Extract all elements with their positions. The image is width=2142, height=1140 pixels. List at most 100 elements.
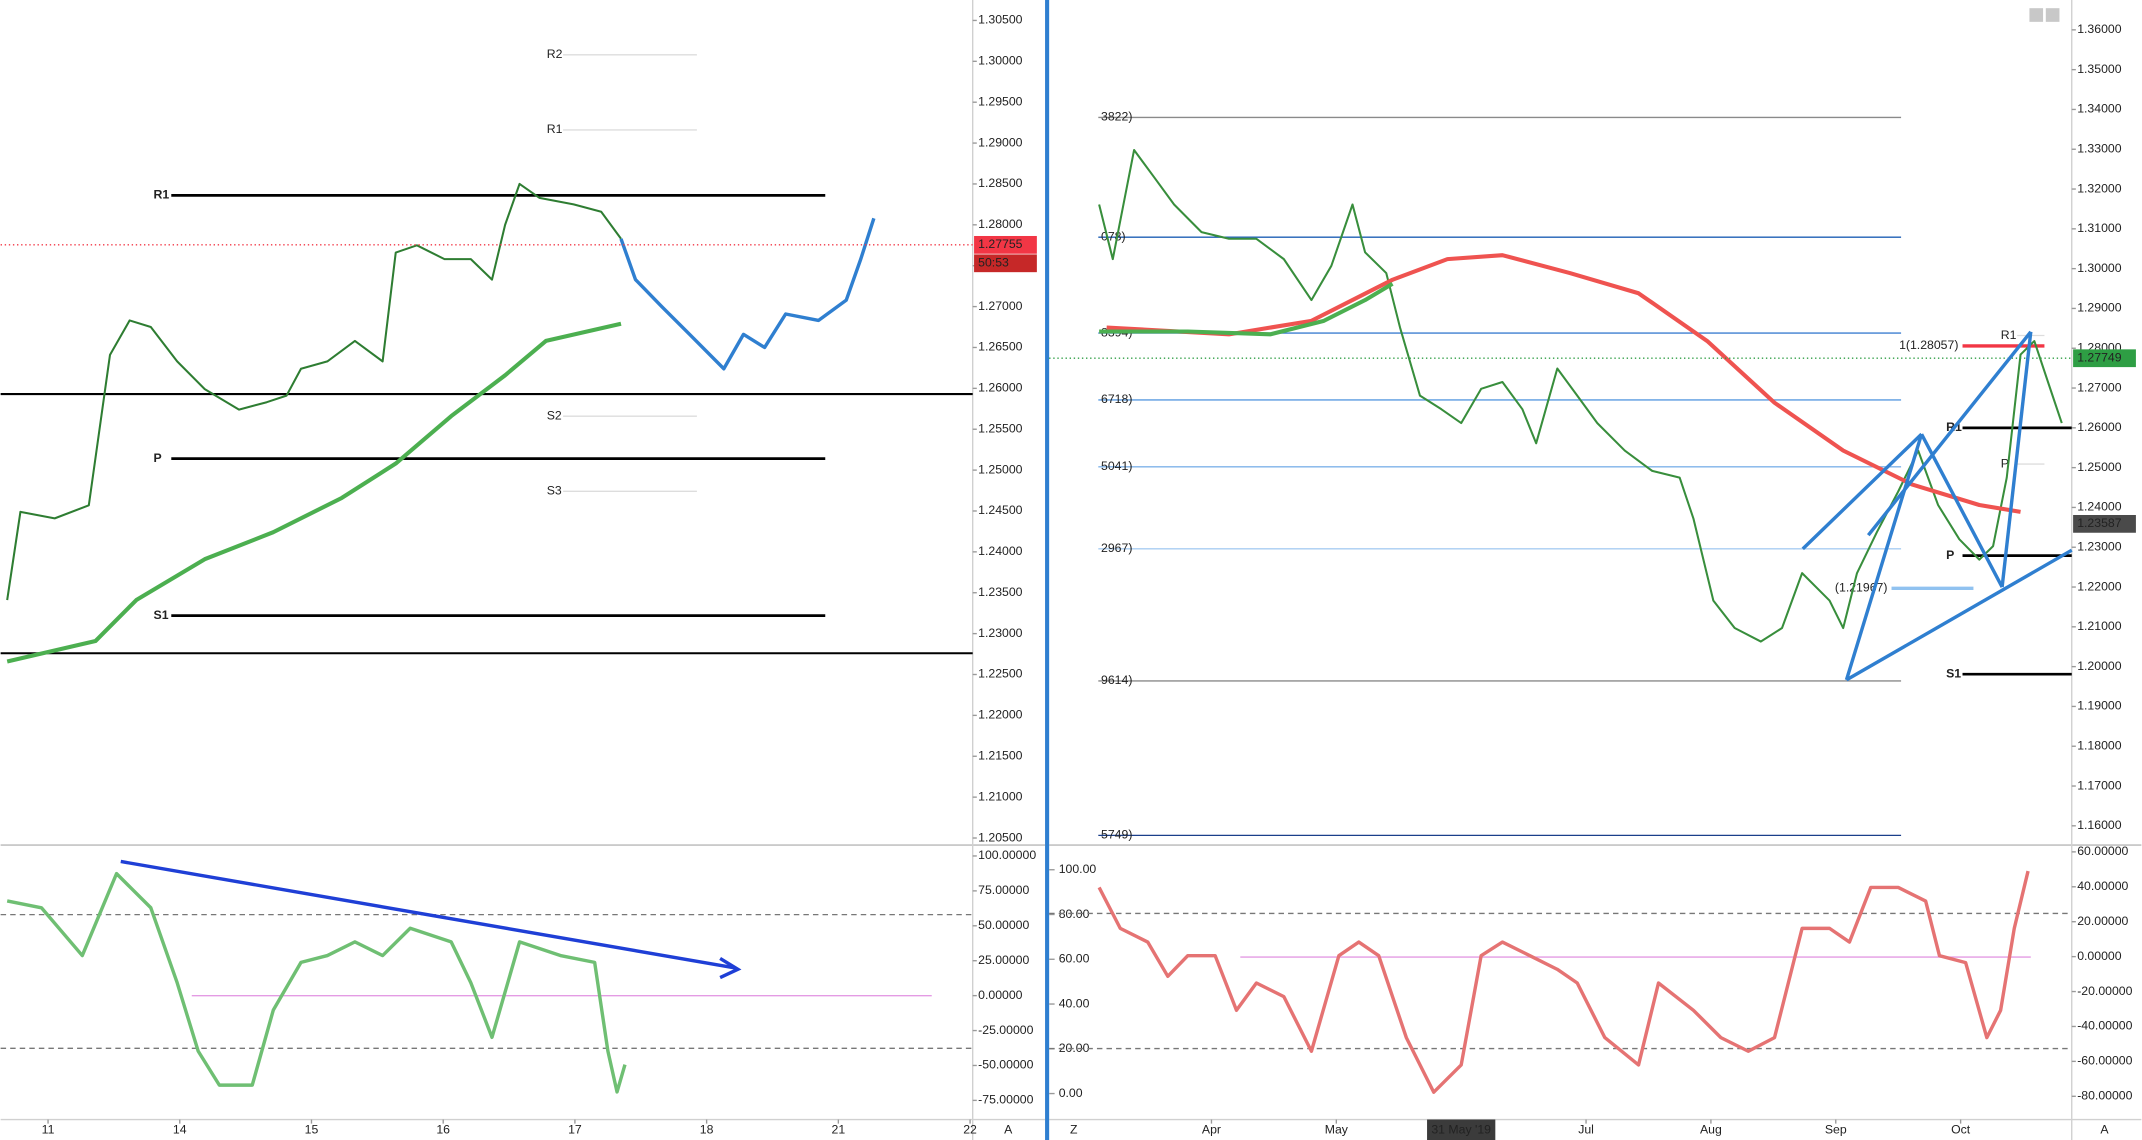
y-tick-label: 1.23500 <box>978 585 1023 599</box>
y-tick-label: 1.19000 <box>2077 699 2122 713</box>
y-tick-label: 1.25000 <box>2077 460 2122 474</box>
x-tick-label: Jul <box>1578 1123 1594 1137</box>
faint-level-label: R1 <box>547 122 563 136</box>
y-tick-label: 1.17000 <box>2077 778 2122 792</box>
y-tick-label: 1.28500 <box>978 176 1023 190</box>
y-tick-label: 0.00000 <box>978 988 1023 1002</box>
drawings <box>120 330 2073 980</box>
x-tick-label: Apr <box>1202 1123 1221 1137</box>
window-buttons <box>2029 8 2060 22</box>
y-tick-label: 100.00000 <box>978 848 1036 862</box>
x-tick-label: 14 <box>173 1123 187 1137</box>
y-tick-label: 1.35000 <box>2077 62 2122 76</box>
series-line <box>1106 253 2021 514</box>
x-tick-label: Oct <box>1951 1123 1971 1137</box>
y2-tick-label: 0.00000 <box>2077 949 2122 963</box>
y-tick-label: 25.00000 <box>978 953 1029 967</box>
y2-tick-label: -60.00000 <box>2077 1054 2132 1068</box>
y2-tick-label: -40.00000 <box>2077 1019 2132 1033</box>
y-tick-label: 1.25500 <box>978 421 1023 435</box>
x-tick-label: 21 <box>832 1123 846 1137</box>
series-line <box>6 182 622 601</box>
x-tick-label: 22 <box>963 1123 977 1137</box>
pivot-label: P <box>154 451 162 465</box>
price-label: 1.27749 <box>2077 350 2122 364</box>
auto-scale-button[interactable]: A <box>1004 1123 1013 1137</box>
x-tick-label: 16 <box>436 1123 450 1137</box>
price-label-box <box>2073 349 2136 368</box>
y-tick-label: -50.00000 <box>978 1058 1033 1072</box>
plot-layers: 1.20500 1.21000 1.21500 1.22000 1.22500 1.230… <box>0 13 2136 1140</box>
series-line <box>619 217 876 371</box>
button[interactable] <box>2045 8 2060 22</box>
series-line <box>1098 149 2063 643</box>
y-tick-label: 1.33000 <box>2077 141 2122 155</box>
y-tick-label: 1.23000 <box>2077 539 2122 553</box>
layout-separator <box>1045 0 1050 1140</box>
crosshair-x-label: 31 May '19 <box>1431 1123 1491 1137</box>
y-tick-label: 1.30000 <box>2077 261 2122 275</box>
pivot-label: S1 <box>1946 666 1961 680</box>
y-tick-label: 1.21500 <box>978 749 1023 763</box>
y-tick-label: 1.23000 <box>978 626 1023 640</box>
y-tick-label: 1.29000 <box>978 135 1023 149</box>
faint-level-label: R1 <box>2001 328 2017 342</box>
y-tick-label: 1.26000 <box>2077 420 2122 434</box>
fib-level-label: 078) <box>1101 229 1126 243</box>
faint-level-label: S3 <box>547 484 562 498</box>
x-tick-label: May <box>1325 1123 1349 1137</box>
y-tick-label: 80.00 <box>1059 907 1090 921</box>
y-tick-label: 1.27000 <box>978 299 1023 313</box>
y-tick-label: 1.28000 <box>978 217 1023 231</box>
y-tick-label: 1.22000 <box>978 708 1023 722</box>
x-tick-label: Sep <box>1825 1123 1847 1137</box>
pivot-label: S1 <box>154 608 169 622</box>
y2-tick-label: -20.00000 <box>2077 984 2132 998</box>
x-tick-label: 17 <box>568 1123 582 1137</box>
y-tick-label: 1.26500 <box>978 340 1023 354</box>
y-tick-label: 1.31000 <box>2077 221 2122 235</box>
y-tick-label: 1.24000 <box>2077 500 2122 514</box>
y-tick-label: 1.16000 <box>2077 818 2122 832</box>
y-tick-label: 1.25000 <box>978 462 1023 476</box>
y-tick-label: 1.22500 <box>978 667 1023 681</box>
countdown-label: 50:53 <box>978 256 1009 270</box>
price-label: 1.23587 <box>2077 516 2122 530</box>
pivot-label: P <box>1946 548 1954 562</box>
crosshair-x-marker <box>1427 1119 1496 1140</box>
x-tick-label: 18 <box>700 1123 714 1137</box>
y-tick-label: 1.29000 <box>2077 301 2122 315</box>
zoom-button[interactable]: Z <box>1070 1123 1078 1137</box>
marked-level-label: 1(1.28057) <box>1899 338 1958 352</box>
y2-tick-label: 20.00000 <box>2077 914 2128 928</box>
faint-level-label: S2 <box>547 408 562 422</box>
fib-level-label: 5749) <box>1101 828 1132 842</box>
drawing-line <box>1845 548 2073 682</box>
pivot-label: R1 <box>154 188 170 202</box>
y-tick-label: 1.29500 <box>978 94 1023 108</box>
fib-level-label: 3822) <box>1101 110 1132 124</box>
y-tick-label: 1.36000 <box>2077 22 2122 36</box>
y2-tick-label: -80.00000 <box>2077 1089 2132 1103</box>
series-line <box>6 321 622 664</box>
y-tick-label: 1.20500 <box>978 830 1023 844</box>
auto-scale-button[interactable]: A <box>2100 1123 2109 1137</box>
marked-level-label: (1.21967) <box>1835 581 1888 595</box>
drawing-line <box>2000 331 2033 588</box>
y-tick-label: 1.30000 <box>978 54 1023 68</box>
y-tick-label: 1.34000 <box>2077 102 2122 116</box>
y-tick-label: 100.00 <box>1059 862 1097 876</box>
drawing-line <box>1866 330 2033 537</box>
y-tick-label: 1.26000 <box>978 381 1023 395</box>
fib-level-label: 6718) <box>1101 392 1132 406</box>
button[interactable] <box>2029 8 2044 22</box>
countdown-box <box>974 254 1037 273</box>
x-tick-label: 15 <box>305 1123 319 1137</box>
y-tick-label: 1.24000 <box>978 544 1023 558</box>
fib-level-label: 9614) <box>1101 673 1132 687</box>
price-label-box <box>2073 514 2136 533</box>
y-tick-label: 1.30500 <box>978 13 1023 27</box>
y-tick-label: 1.27000 <box>2077 380 2122 394</box>
y-tick-label: -25.00000 <box>978 1023 1033 1037</box>
